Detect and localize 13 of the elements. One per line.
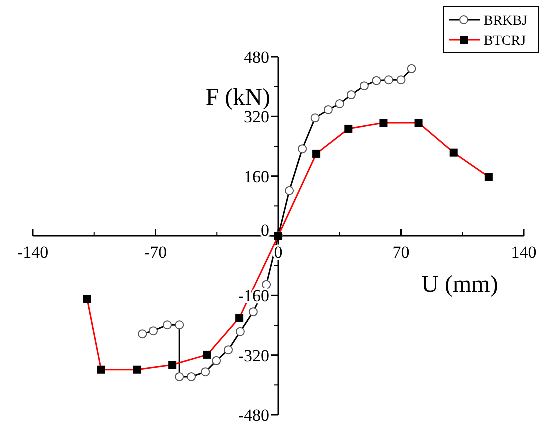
x-axis-title: U (mm)	[422, 272, 498, 298]
x-tick-label: 70	[392, 243, 410, 262]
x-tick-label: 140	[511, 243, 537, 262]
y-tick-label: -320	[238, 346, 270, 366]
x-tick-label: -70	[144, 243, 168, 262]
legend-label: BTCRJ	[484, 34, 527, 49]
y-tick-label: 160	[244, 167, 270, 186]
y-tick-label: 0	[261, 221, 270, 240]
y-axis-title: F (kN)	[206, 85, 270, 111]
y-tick-label: -480	[238, 406, 270, 423]
x-tick-label: -140	[17, 243, 49, 262]
y-tick-label: 480	[244, 48, 270, 67]
legend-label: BRKBJ	[484, 14, 528, 29]
